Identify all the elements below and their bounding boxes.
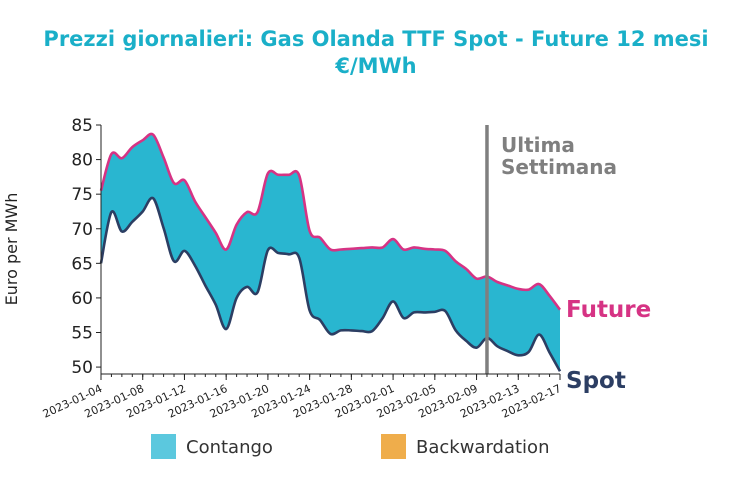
legend-label-backwardation: Backwardation (416, 437, 549, 458)
y-tick-label: 70 (71, 220, 93, 240)
y-tick-label: 50 (71, 358, 93, 378)
series-line-spot (99, 196, 562, 372)
series-label-spot: Spot (566, 368, 626, 394)
legend-label-contango: Contango (186, 437, 273, 458)
legend-swatch-backwardation (381, 434, 406, 459)
legend: Contango Backwardation (151, 434, 549, 459)
y-tick-label: 60 (71, 289, 93, 309)
y-tick-label: 55 (71, 324, 93, 344)
series-label-future: Future (566, 297, 651, 323)
legend-swatch-contango (151, 434, 176, 459)
contango-area (101, 133, 560, 372)
y-tick-label: 85 (71, 116, 93, 136)
y-axis-label: Euro per MWh (2, 193, 21, 306)
y-tick-label: 80 (71, 151, 93, 171)
chart-title-unit: €/MWh (334, 54, 416, 78)
y-tick-label: 65 (71, 254, 93, 274)
chart-title: Prezzi giornalieri: Gas Olanda TTF Spot … (43, 27, 708, 51)
series-line-future (99, 132, 562, 311)
plot-area: 50556065707580852023-01-042023-01-082023… (41, 116, 563, 421)
vline-label-line1: Ultima (501, 133, 575, 157)
y-tick-label: 75 (71, 185, 93, 205)
vline-label-line2: Settimana (501, 155, 617, 179)
